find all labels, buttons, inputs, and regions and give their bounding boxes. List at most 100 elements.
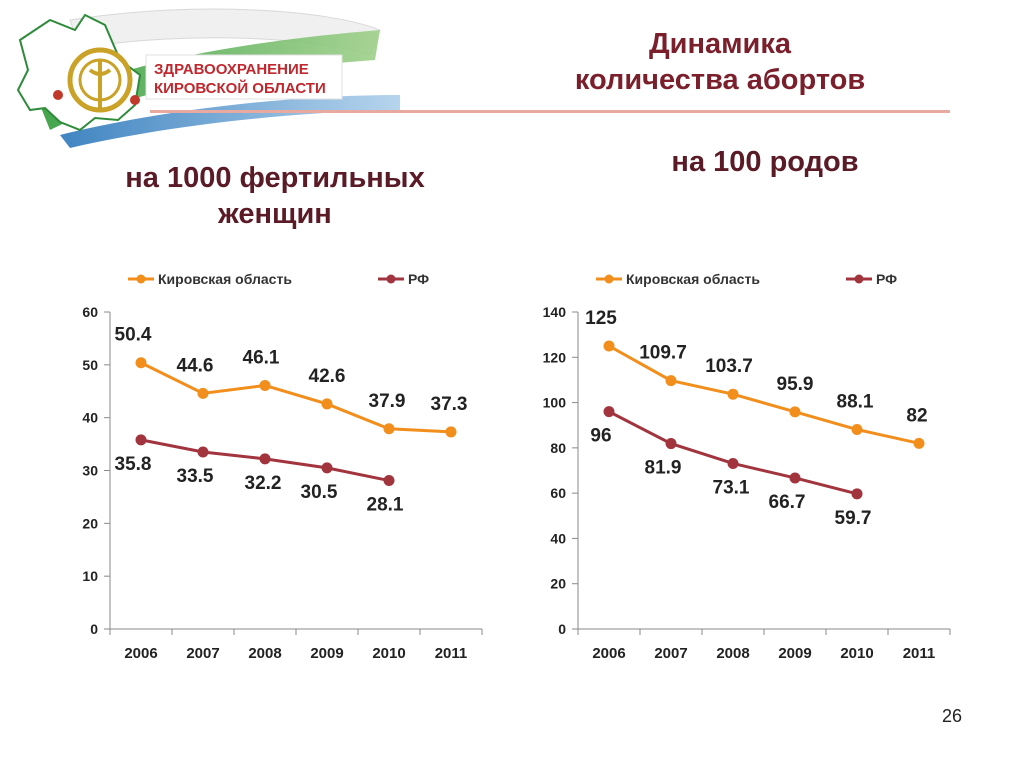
data-label: 37.3 [431, 394, 468, 415]
data-label: 59.7 [835, 508, 872, 529]
y-tick-label: 10 [82, 568, 98, 584]
y-tick-label: 60 [550, 485, 566, 501]
series-line [140, 361, 452, 434]
data-label: 50.4 [115, 325, 152, 346]
y-tick-label: 120 [543, 349, 567, 365]
data-point [665, 375, 677, 387]
data-point [851, 488, 863, 500]
legend: Кировская область РФ [128, 271, 429, 287]
data-label: 32.2 [245, 473, 282, 494]
data-label: 109.7 [639, 343, 687, 364]
logo-text-line1: ЗДРАВООХРАНЕНИЕ [154, 61, 309, 78]
data-label: 33.5 [177, 466, 214, 487]
slide-title-line1: Динамика [648, 28, 792, 60]
data-point [383, 475, 395, 487]
data-label: 82 [906, 405, 927, 426]
data-point [197, 387, 209, 399]
x-tick-label: 2011 [435, 645, 468, 662]
data-label: 81.9 [645, 458, 682, 479]
ribbon-blue [60, 95, 400, 148]
x-tick-label: 2007 [654, 645, 687, 662]
data-point [727, 457, 739, 469]
x-tick-label: 2011 [903, 645, 936, 662]
data-point [789, 406, 801, 418]
x-tick-label: 2009 [778, 645, 811, 662]
data-label: 30.5 [301, 482, 338, 503]
y-tick-label: 100 [543, 395, 567, 411]
y-tick-label: 0 [558, 621, 566, 637]
x-tick-label: 2006 [592, 645, 625, 662]
data-label: 35.8 [115, 454, 152, 475]
data-point [603, 406, 615, 418]
data-label: 37.9 [369, 391, 406, 412]
data-label: 66.7 [769, 492, 806, 513]
legend: Кировская область РФ [596, 271, 897, 287]
legend-dot-marker [604, 274, 614, 284]
data-point [321, 462, 333, 474]
region-map-icon [16, 13, 142, 132]
left-subtitle-line1: на 1000 фертильных [125, 162, 425, 194]
logo-text-line2: КИРОВСКОЙ ОБЛАСТИ [154, 79, 326, 97]
data-label: 96 [590, 426, 611, 447]
header-rule [150, 110, 950, 113]
data-label: 95.9 [777, 374, 814, 395]
data-point [259, 379, 271, 391]
data-label: 73.1 [713, 477, 750, 498]
y-tick-label: 140 [543, 304, 567, 320]
page-number: 26 [941, 706, 962, 726]
legend-label: РФ [876, 271, 897, 287]
legend-dot-marker [136, 274, 146, 284]
data-point [259, 453, 271, 465]
data-point [665, 438, 677, 450]
legend-item: РФ [846, 271, 897, 287]
y-tick-label: 50 [82, 357, 98, 373]
y-tick-label: 20 [550, 576, 566, 592]
slide-title: Динамика количества абортов [540, 26, 900, 98]
x-tick-label: 2009 [310, 645, 343, 662]
legend-dot-marker [386, 274, 396, 284]
legend-dot-marker [854, 274, 864, 284]
y-tick-label: 0 [90, 621, 98, 637]
chart-per-1000-women: Кировская область РФ 0 10 20 30 40 50 60 2006 2007… [82, 271, 483, 662]
x-tick-label: 2010 [840, 645, 873, 662]
data-point [603, 340, 615, 352]
x-tick-label: 2008 [248, 645, 281, 662]
data-point [913, 437, 925, 449]
data-point [789, 472, 801, 484]
legend-item: Кировская область [128, 271, 292, 287]
x-tick-label: 2008 [716, 645, 749, 662]
legend-item: Кировская область [596, 271, 760, 287]
data-label: 28.1 [367, 495, 404, 516]
data-label: 88.1 [837, 392, 874, 413]
y-tick-label: 80 [550, 440, 566, 456]
legend-label: Кировская область [158, 271, 292, 287]
x-tick-label: 2010 [372, 645, 405, 662]
left-chart-subtitle: на 1000 фертильных женщин [80, 160, 470, 232]
data-point [135, 434, 147, 446]
data-point [727, 388, 739, 400]
y-tick-label: 40 [550, 530, 566, 546]
data-point [851, 424, 863, 436]
data-label: 46.1 [243, 347, 280, 368]
logo-banner: ЗДРАВООХРАНЕНИЕ КИРОВСКОЙ ОБЛАСТИ [16, 8, 950, 148]
data-label: 125 [585, 308, 617, 329]
data-point [383, 423, 395, 435]
y-tick-label: 40 [82, 410, 98, 426]
y-tick-label: 20 [82, 515, 98, 531]
data-point [321, 398, 333, 410]
data-point [445, 426, 457, 438]
chart-per-100-births: Кировская область РФ 0 20 40 60 80 100 120 140 200… [543, 271, 951, 662]
data-label: 103.7 [705, 356, 753, 377]
data-point [197, 446, 209, 458]
data-label: 44.6 [177, 355, 214, 376]
x-tick-label: 2007 [186, 645, 219, 662]
data-label: 42.6 [309, 366, 346, 387]
legend-label: Кировская область [626, 271, 760, 287]
x-tick-label: 2006 [124, 645, 157, 662]
legend-label: РФ [408, 271, 429, 287]
y-tick-label: 60 [82, 304, 98, 320]
y-tick-label: 30 [82, 463, 98, 479]
slide-title-line2: количества абортов [574, 64, 866, 96]
right-chart-subtitle: на 100 родов [671, 146, 859, 178]
legend-item: РФ [378, 271, 429, 287]
